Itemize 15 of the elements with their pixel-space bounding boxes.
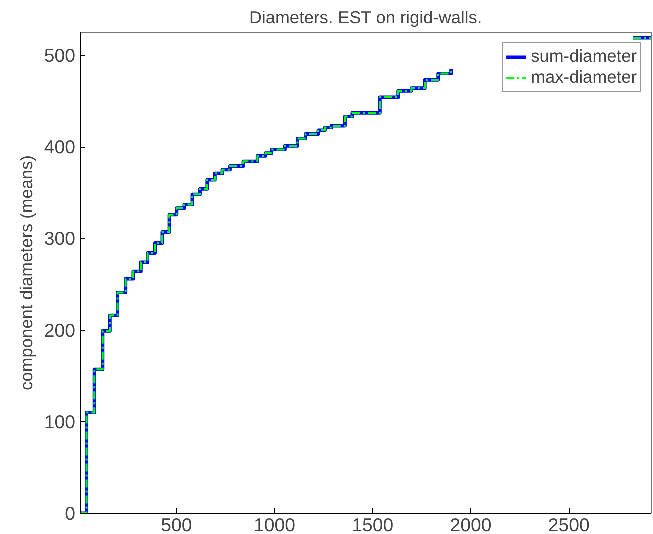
x-tick-label: 1000 [254, 514, 296, 534]
y-tick-label: 400 [44, 136, 76, 158]
chart-title: Diameters. EST on rigid-walls. [249, 8, 482, 28]
y-tick-label: 500 [44, 44, 76, 66]
y-axis-title: component diameters (means) [16, 156, 36, 390]
y-tick-label: 200 [44, 320, 76, 341]
y-tick-label: 300 [44, 228, 76, 250]
x-tick-label: 1500 [352, 514, 394, 534]
x-tick-label: 2500 [548, 514, 590, 534]
x-tick-label: 2000 [450, 514, 492, 534]
legend-label: sum-diameter [531, 46, 637, 67]
x-tick-label: 500 [161, 514, 192, 534]
y-tick-label: 100 [44, 411, 76, 432]
y-tick-label: 0 [65, 503, 76, 524]
legend-label: max-diameter [531, 67, 637, 88]
